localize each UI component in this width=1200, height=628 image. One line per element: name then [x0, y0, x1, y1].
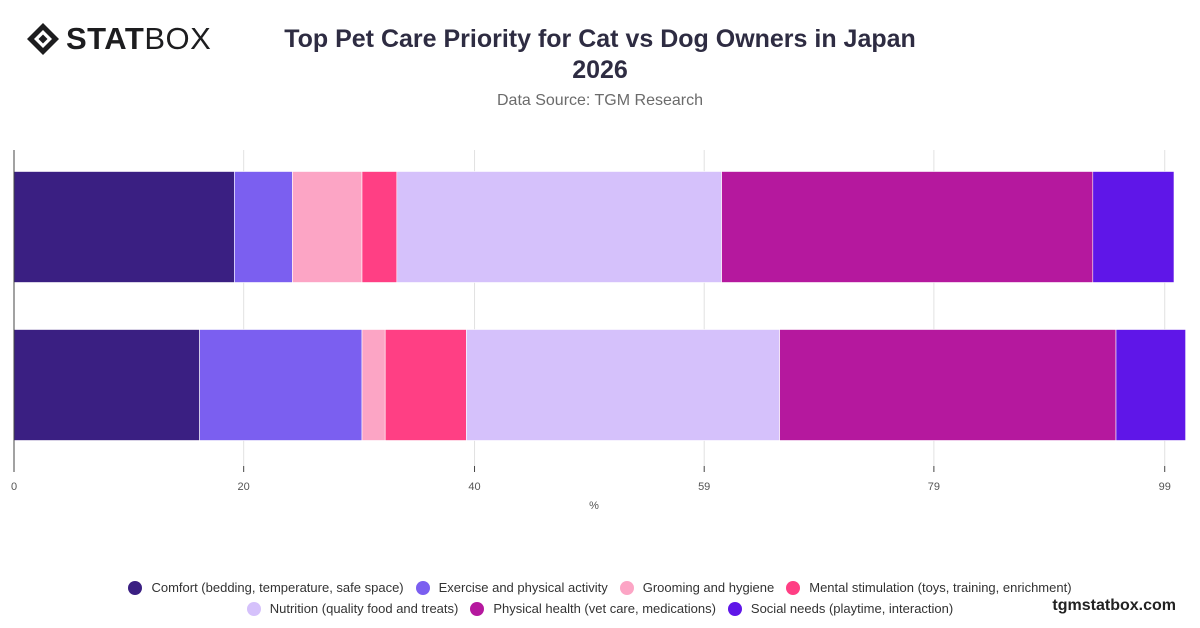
watermark: tgmstatbox.com [1052, 597, 1176, 614]
legend-item[interactable]: Grooming and hygiene [619, 579, 775, 597]
bar-segment [361, 329, 386, 441]
chart-subtitle: Data Source: TGM Research [496, 92, 703, 109]
legend-label: Social needs (playtime, interaction) [750, 601, 954, 616]
x-tick-label: 0 [11, 481, 17, 493]
legend-swatch [128, 581, 143, 595]
x-tick-label: 99 [1159, 481, 1171, 493]
legend-item[interactable]: Social needs (playtime, interaction) [727, 600, 954, 618]
legend-label: Grooming and hygiene [642, 580, 775, 595]
statbox-logo: STATBOX [26, 22, 211, 56]
x-tick-label: 20 [238, 481, 250, 493]
chart-legend: Comfort (bedding, temperature, safe spac… [120, 579, 1080, 618]
chart-title-line1: Top Pet Care Priority for Cat vs Dog Own… [284, 25, 916, 53]
legend-swatch [415, 581, 430, 595]
chart-title-line2: 2026 [572, 56, 628, 84]
legend-label: Exercise and physical activity [438, 580, 608, 595]
legend-swatch [246, 602, 261, 616]
bar-segment [466, 329, 780, 441]
logo-text-stat: STAT [66, 21, 145, 56]
x-tick-label: 79 [928, 481, 940, 493]
legend-item[interactable]: Comfort (bedding, temperature, safe spac… [128, 579, 404, 597]
logo-wordmark: STATBOX [66, 22, 211, 56]
stacked-bar-chart: 0 20 40 59 79 99% [11, 150, 1186, 512]
bar-segment [779, 329, 1117, 441]
bar-segment [13, 171, 235, 283]
legend-item[interactable]: Physical health (vet care, medications) [470, 600, 716, 618]
x-axis-label: % [589, 500, 599, 512]
bar-segment [361, 171, 398, 283]
legend-item[interactable]: Exercise and physical activity [415, 579, 608, 597]
logo-text-box: BOX [144, 21, 212, 56]
bar-segment [384, 329, 467, 441]
bar-segment [396, 171, 722, 283]
bar-segment [199, 329, 363, 441]
legend-item[interactable]: Nutrition (quality food and treats) [246, 600, 459, 618]
legend-swatch [727, 602, 742, 616]
statbox-diamond-icon [27, 23, 59, 55]
legend-label: Physical health (vet care, medications) [493, 601, 716, 616]
legend-label: Nutrition (quality food and treats) [269, 601, 459, 616]
chart-title: Top Pet Care Priority for Cat vs Dog Own… [250, 24, 950, 86]
legend-label: Mental stimulation (toys, training, enri… [809, 580, 1072, 595]
legend-swatch [470, 602, 485, 616]
x-tick-label: 40 [468, 481, 480, 493]
bar-segment [292, 171, 363, 283]
bar-segment [1115, 329, 1186, 441]
bar-segment [13, 329, 200, 441]
legend-swatch [786, 581, 801, 595]
bar-segment [234, 171, 293, 283]
x-tick-label: 59 [698, 481, 710, 493]
legend-swatch [619, 581, 634, 595]
bar-segment [1092, 171, 1175, 283]
bar-segment [721, 171, 1094, 283]
legend-item[interactable]: Mental stimulation (toys, training, enri… [786, 579, 1072, 597]
legend-label: Comfort (bedding, temperature, safe spac… [151, 580, 404, 595]
